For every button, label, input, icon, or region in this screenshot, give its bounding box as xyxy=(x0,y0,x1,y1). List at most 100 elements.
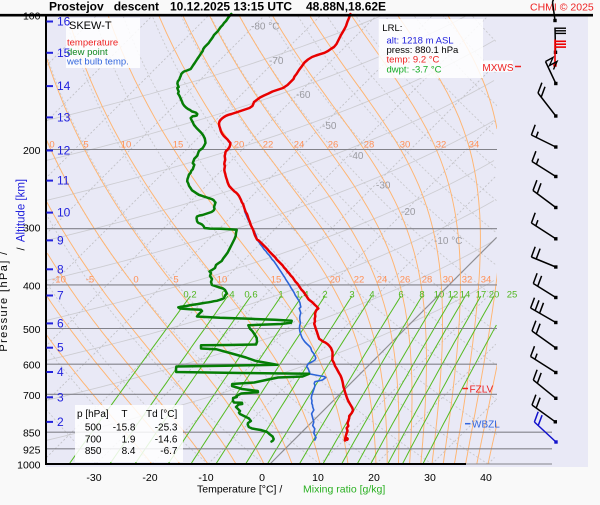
svg-text:-70: -70 xyxy=(269,56,284,67)
svg-text:-20: -20 xyxy=(401,207,416,218)
svg-text:8: 8 xyxy=(57,262,64,276)
svg-text:-6.7: -6.7 xyxy=(160,446,178,457)
svg-text:28: 28 xyxy=(422,275,433,286)
svg-text:13: 13 xyxy=(57,110,71,124)
svg-text:3: 3 xyxy=(349,290,354,301)
svg-text:17: 17 xyxy=(476,290,487,301)
svg-text:LRL:: LRL: xyxy=(382,23,402,34)
svg-text:25: 25 xyxy=(507,290,518,301)
svg-text:9: 9 xyxy=(57,233,64,247)
svg-text:48.88N,18.62E: 48.88N,18.62E xyxy=(306,0,386,14)
svg-text:20: 20 xyxy=(234,140,245,151)
svg-text:Pressure [hPa] /: Pressure [hPa] / xyxy=(0,250,10,351)
svg-text:700: 700 xyxy=(85,435,102,446)
svg-text:5: 5 xyxy=(173,275,178,286)
svg-text:8.4: 8.4 xyxy=(122,446,136,457)
svg-text:925: 925 xyxy=(23,444,41,456)
svg-text:wet bulb temp.: wet bulb temp. xyxy=(66,57,129,68)
svg-text:Altitude [km]: Altitude [km] xyxy=(16,179,28,242)
svg-text:26: 26 xyxy=(400,275,411,286)
svg-text:-25.3: -25.3 xyxy=(155,423,178,434)
svg-text:/: / xyxy=(16,247,28,251)
svg-text:-10: -10 xyxy=(198,472,213,484)
svg-text:10.12.2025 13:15 UTC: 10.12.2025 13:15 UTC xyxy=(170,0,292,14)
svg-text:0: 0 xyxy=(49,140,54,151)
svg-text:dwpt: -3.7 °C: dwpt: -3.7 °C xyxy=(387,64,442,75)
svg-text:CHMI © 2025: CHMI © 2025 xyxy=(530,1,594,13)
svg-text:22: 22 xyxy=(354,275,365,286)
svg-text:32: 32 xyxy=(436,140,447,151)
svg-text:0.6: 0.6 xyxy=(244,290,257,301)
svg-text:-5: -5 xyxy=(86,275,94,286)
svg-text:12: 12 xyxy=(57,144,71,158)
svg-text:dew point: dew point xyxy=(67,47,108,58)
svg-text:-14.6: -14.6 xyxy=(155,435,178,446)
svg-text:22: 22 xyxy=(263,140,274,151)
svg-text:-50: -50 xyxy=(322,121,337,132)
svg-text:20: 20 xyxy=(330,275,341,286)
svg-text:34: 34 xyxy=(469,140,480,151)
svg-text:temp: 9.2 °C: temp: 9.2 °C xyxy=(387,54,440,65)
svg-text:-60: -60 xyxy=(296,90,311,101)
svg-text:1000: 1000 xyxy=(17,460,41,472)
svg-text:-10: -10 xyxy=(52,275,66,286)
svg-text:28: 28 xyxy=(364,140,375,151)
svg-text:34: 34 xyxy=(481,275,492,286)
svg-text:10: 10 xyxy=(57,206,71,220)
svg-text:MXWS: MXWS xyxy=(482,63,513,74)
svg-text:400: 400 xyxy=(23,281,41,293)
svg-text:26: 26 xyxy=(328,140,339,151)
svg-text:press: 880.1 hPa: press: 880.1 hPa xyxy=(387,45,460,56)
svg-text:40: 40 xyxy=(480,472,492,484)
svg-text:-10 °C: -10 °C xyxy=(434,236,462,247)
svg-text:11: 11 xyxy=(57,174,70,188)
svg-text:500: 500 xyxy=(23,324,41,336)
svg-text:Prostejov: Prostejov xyxy=(49,0,104,14)
svg-text:T: T xyxy=(121,409,127,420)
svg-text:-20: -20 xyxy=(142,472,157,484)
svg-text:500: 500 xyxy=(85,423,102,434)
svg-text:FZLV: FZLV xyxy=(470,384,494,395)
svg-text:10: 10 xyxy=(121,140,132,151)
svg-text:alt: 1218 m ASL: alt: 1218 m ASL xyxy=(387,35,454,46)
svg-text:14: 14 xyxy=(460,290,471,301)
svg-text:32: 32 xyxy=(462,275,473,286)
svg-text:2: 2 xyxy=(57,415,64,429)
svg-text:10: 10 xyxy=(434,290,445,301)
svg-text:6: 6 xyxy=(398,290,403,301)
svg-text:0: 0 xyxy=(133,275,138,286)
svg-text:4: 4 xyxy=(369,290,374,301)
svg-text:20: 20 xyxy=(489,290,500,301)
svg-text:-30: -30 xyxy=(376,181,391,192)
svg-text:24: 24 xyxy=(294,140,305,151)
svg-text:16: 16 xyxy=(57,15,71,29)
svg-text:14: 14 xyxy=(57,79,71,93)
svg-text:Td [°C]: Td [°C] xyxy=(146,409,177,420)
svg-text:700: 700 xyxy=(23,390,41,402)
svg-text:1.4: 1.4 xyxy=(295,290,308,301)
svg-text:30: 30 xyxy=(424,472,436,484)
svg-text:4: 4 xyxy=(57,365,64,379)
svg-text:850: 850 xyxy=(85,446,102,457)
svg-text:Temperature [°C] /: Temperature [°C] / xyxy=(197,484,282,496)
svg-text:600: 600 xyxy=(23,360,41,372)
svg-text:descent: descent xyxy=(114,0,159,14)
svg-text:850: 850 xyxy=(23,428,41,440)
svg-text:15: 15 xyxy=(173,140,184,151)
svg-text:0.4: 0.4 xyxy=(221,290,234,301)
svg-text:0.2: 0.2 xyxy=(183,290,196,301)
svg-text:-15.8: -15.8 xyxy=(113,423,136,434)
svg-text:12: 12 xyxy=(448,290,459,301)
svg-text:30: 30 xyxy=(400,140,411,151)
svg-text:10: 10 xyxy=(312,472,324,484)
svg-text:temperature: temperature xyxy=(67,38,118,49)
svg-text:5: 5 xyxy=(57,341,64,355)
svg-text:15: 15 xyxy=(57,46,71,60)
svg-text:20: 20 xyxy=(368,472,380,484)
svg-text:2: 2 xyxy=(322,290,327,301)
svg-text:WBZL: WBZL xyxy=(472,420,500,431)
svg-text:3: 3 xyxy=(57,390,64,404)
svg-text:0: 0 xyxy=(259,472,265,484)
svg-text:15: 15 xyxy=(271,275,282,286)
svg-text:p [hPa]: p [hPa] xyxy=(77,409,109,420)
